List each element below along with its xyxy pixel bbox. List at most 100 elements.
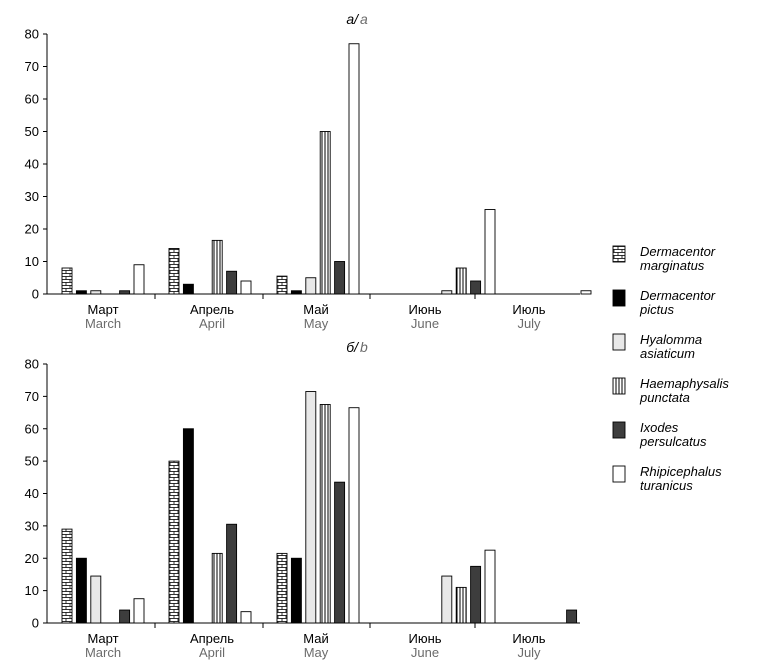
legend-label-species: turanicus — [640, 478, 693, 493]
bar — [211, 552, 223, 624]
bar — [305, 391, 317, 624]
bar — [133, 598, 145, 624]
bar — [470, 280, 482, 295]
x-tick-label-en: July — [517, 316, 541, 331]
bar — [226, 523, 238, 624]
y-tick-label: 0 — [32, 287, 39, 302]
bar — [182, 283, 194, 295]
x-tick-label-en: March — [85, 316, 121, 331]
legend-label-genus: Dermacentor — [640, 244, 716, 259]
bar — [133, 264, 145, 295]
bar — [455, 586, 467, 624]
legend-label-genus: Rhipicephalus — [640, 464, 722, 479]
x-tick-label: Июнь — [408, 631, 441, 646]
y-tick-label: 10 — [25, 583, 39, 598]
bar — [484, 209, 496, 295]
legend-label-species: punctata — [639, 390, 690, 405]
y-tick-label: 50 — [25, 454, 39, 469]
legend-label-genus: Haemaphysalis — [640, 376, 729, 391]
legend-swatch — [612, 289, 626, 307]
legend-label-genus: Hyalomma — [640, 332, 702, 347]
bar — [75, 290, 87, 295]
x-tick-label: Июль — [512, 302, 545, 317]
bar — [319, 404, 331, 624]
bar — [182, 428, 194, 624]
legend-swatch — [612, 421, 626, 439]
x-tick-label: Март — [87, 631, 118, 646]
legend-label-species: persulcatus — [639, 434, 707, 449]
y-tick-label: 60 — [25, 92, 39, 107]
legend: DermacentormarginatusDermacentorpictusHy… — [612, 244, 729, 493]
legend-swatch — [612, 377, 626, 395]
y-tick-label: 10 — [25, 254, 39, 269]
bar — [276, 275, 288, 295]
y-tick-label: 30 — [25, 518, 39, 533]
legend-label-species: marginatus — [640, 258, 705, 273]
legend-swatch — [612, 333, 626, 351]
x-tick-label: Май — [303, 302, 328, 317]
bar — [168, 460, 180, 624]
bar — [566, 609, 578, 624]
x-tick-label: Март — [87, 302, 118, 317]
bar — [334, 261, 346, 295]
y-tick-label: 30 — [25, 189, 39, 204]
legend-swatch — [612, 465, 626, 483]
bar — [441, 290, 453, 295]
x-tick-label: Май — [303, 631, 328, 646]
x-tick-label: Апрель — [190, 302, 234, 317]
x-tick-label-en: May — [304, 645, 329, 660]
bar — [290, 557, 302, 624]
legend-label-species: pictus — [639, 302, 674, 317]
panel-b-title-en: b — [360, 339, 368, 355]
bar — [455, 267, 467, 295]
bar — [441, 575, 453, 624]
x-tick-label-en: March — [85, 645, 121, 660]
panel-a-title: а/ — [346, 11, 360, 27]
x-tick-label-en: April — [199, 316, 225, 331]
x-tick-label-en: June — [411, 316, 439, 331]
legend-label-species: asiaticum — [640, 346, 695, 361]
bar — [276, 552, 288, 624]
y-tick-label: 40 — [25, 486, 39, 501]
bar — [119, 290, 131, 295]
bar — [226, 270, 238, 295]
y-tick-label: 70 — [25, 59, 39, 74]
x-tick-label-en: June — [411, 645, 439, 660]
bar — [319, 131, 331, 295]
bar — [580, 290, 592, 295]
bar — [240, 280, 252, 295]
y-tick-label: 0 — [32, 616, 39, 631]
bar — [90, 575, 102, 624]
x-tick-label-en: May — [304, 316, 329, 331]
bar — [484, 549, 496, 624]
bar — [168, 248, 180, 295]
x-tick-label: Июнь — [408, 302, 441, 317]
bar — [290, 290, 302, 295]
bar — [119, 609, 131, 624]
y-tick-label: 80 — [25, 357, 39, 372]
bar — [211, 239, 223, 295]
y-tick-label: 20 — [25, 222, 39, 237]
bar — [348, 407, 360, 624]
y-tick-label: 50 — [25, 124, 39, 139]
bar — [470, 565, 482, 624]
legend-swatch — [612, 245, 626, 263]
legend-label-genus: Dermacentor — [640, 288, 716, 303]
legend-label-genus: Ixodes — [640, 420, 679, 435]
bar — [61, 528, 73, 624]
x-tick-label: Апрель — [190, 631, 234, 646]
y-tick-label: 20 — [25, 551, 39, 566]
y-tick-label: 40 — [25, 157, 39, 172]
y-tick-label: 80 — [25, 27, 39, 42]
panel-b-title: б/ — [346, 339, 360, 355]
bar — [61, 267, 73, 295]
x-tick-label: Июль — [512, 631, 545, 646]
panel-a-title-en: a — [360, 11, 368, 27]
bar — [334, 481, 346, 624]
bar — [240, 611, 252, 624]
x-tick-label-en: July — [517, 645, 541, 660]
bar — [75, 557, 87, 624]
